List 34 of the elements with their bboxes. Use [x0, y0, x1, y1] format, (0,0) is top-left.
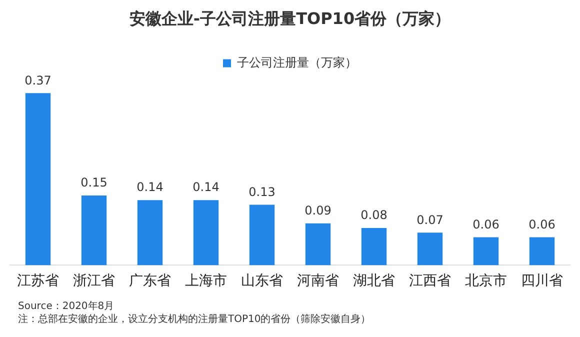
bar: [137, 200, 163, 266]
data-label: 0.06: [528, 217, 556, 232]
data-label: 0.13: [248, 184, 276, 199]
bar: [81, 195, 107, 266]
bar: [473, 237, 499, 266]
x-tick-label: 上海市: [185, 273, 227, 290]
x-tick-label: 江苏省: [17, 273, 59, 290]
x-tick-label: 河南省: [297, 273, 339, 290]
data-label: 0.07: [416, 212, 444, 227]
data-label: 0.15: [80, 176, 108, 190]
x-tick-label: 湖北省: [353, 273, 395, 290]
bar: [529, 237, 555, 266]
bar: [305, 223, 331, 266]
chart-title: 安徽企业-子公司注册量TOP10省份（万家）: [129, 8, 451, 28]
data-label: 0.14: [192, 180, 220, 194]
bar: [193, 200, 219, 266]
x-tick-label: 北京市: [465, 273, 507, 290]
x-tick-label: 浙江省: [73, 273, 115, 290]
source-note: Source：2020年8月: [18, 300, 116, 313]
bar: [249, 204, 275, 266]
data-label: 0.37: [24, 73, 52, 88]
x-tick-label: 江西省: [409, 273, 451, 290]
text: 注：总部在安徽的企业，设立分支机构的注册量TOP10的省份（筛除安徽自身）: [18, 313, 371, 326]
bar: [25, 93, 51, 266]
data-label: 0.08: [360, 208, 388, 222]
x-tick-label: 四川省: [521, 273, 563, 290]
data-label: 0.06: [472, 217, 500, 232]
legend-label: 子公司注册量（万家）: [237, 55, 357, 70]
data-label: 0.09: [304, 203, 332, 218]
bar: [417, 232, 443, 266]
x-tick-label: 广东省: [129, 273, 171, 290]
bar: [361, 228, 387, 266]
x-tick-label: 山东省: [241, 273, 283, 290]
data-label: 0.14: [136, 180, 164, 194]
